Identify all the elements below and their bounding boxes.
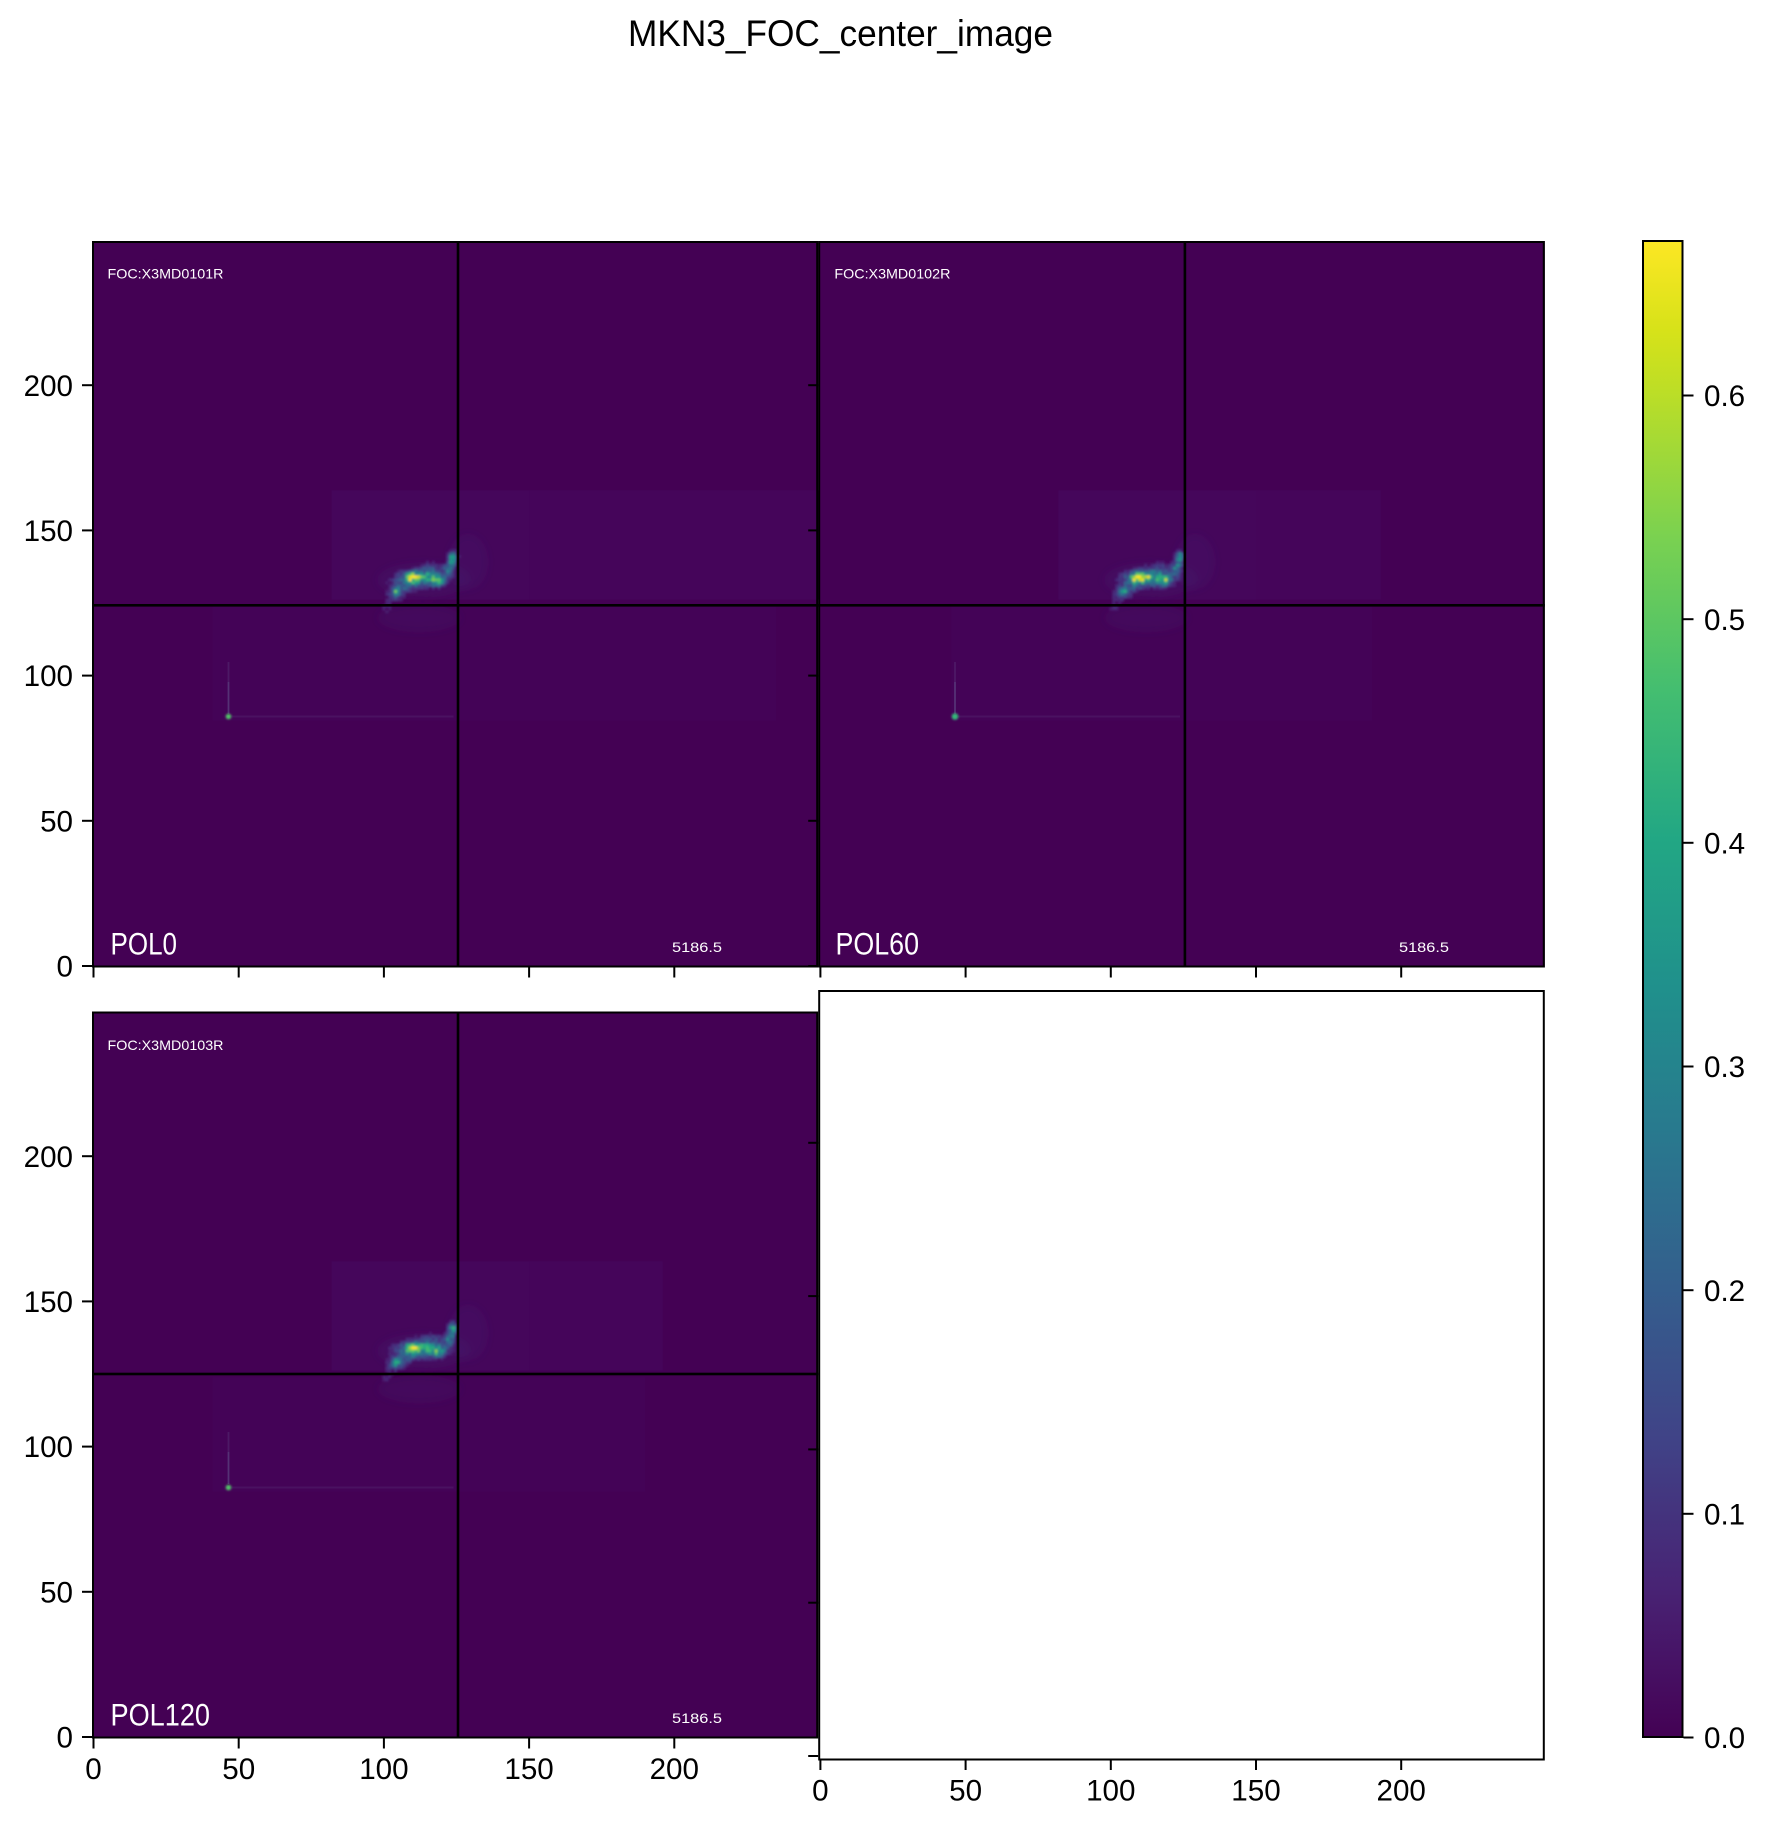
svg-text:50: 50 — [222, 1753, 255, 1786]
svg-text:0: 0 — [57, 1722, 73, 1755]
svg-text:200: 200 — [650, 1753, 699, 1786]
svg-text:50: 50 — [40, 805, 73, 838]
svg-text:150: 150 — [24, 1286, 73, 1319]
svg-text:200: 200 — [24, 1141, 73, 1174]
svg-text:0: 0 — [812, 1775, 828, 1808]
svg-text:100: 100 — [1086, 1775, 1135, 1808]
svg-text:100: 100 — [24, 1431, 73, 1464]
svg-text:MKN3_FOC_center_image: MKN3_FOC_center_image — [628, 12, 1053, 54]
svg-text:0.2: 0.2 — [1704, 1275, 1745, 1308]
svg-text:0.0: 0.0 — [1704, 1722, 1745, 1755]
svg-text:FOC:X3MD0101R: FOC:X3MD0101R — [108, 267, 224, 282]
svg-text:150: 150 — [1231, 1775, 1280, 1808]
svg-text:5186.5: 5186.5 — [672, 1711, 722, 1726]
svg-text:5186.5: 5186.5 — [672, 940, 722, 955]
svg-text:200: 200 — [24, 370, 73, 403]
svg-text:POL60: POL60 — [836, 926, 920, 962]
svg-text:0.5: 0.5 — [1704, 604, 1745, 637]
svg-text:0.6: 0.6 — [1704, 380, 1745, 413]
svg-text:0: 0 — [57, 951, 73, 984]
svg-text:150: 150 — [24, 515, 73, 548]
svg-text:5186.5: 5186.5 — [1399, 940, 1449, 955]
svg-text:0.4: 0.4 — [1704, 827, 1745, 860]
svg-text:200: 200 — [1377, 1775, 1426, 1808]
svg-text:50: 50 — [40, 1576, 73, 1609]
svg-text:0.1: 0.1 — [1704, 1498, 1745, 1531]
svg-text:POL0: POL0 — [111, 926, 178, 962]
svg-text:0: 0 — [85, 1753, 101, 1786]
svg-text:FOC:X3MD0103R: FOC:X3MD0103R — [108, 1038, 224, 1053]
svg-text:150: 150 — [504, 1753, 553, 1786]
svg-text:100: 100 — [359, 1753, 408, 1786]
svg-text:POL120: POL120 — [111, 1697, 211, 1733]
svg-text:50: 50 — [949, 1775, 982, 1808]
svg-text:0.3: 0.3 — [1704, 1051, 1745, 1084]
svg-text:FOC:X3MD0102R: FOC:X3MD0102R — [834, 267, 950, 282]
svg-text:100: 100 — [24, 660, 73, 693]
